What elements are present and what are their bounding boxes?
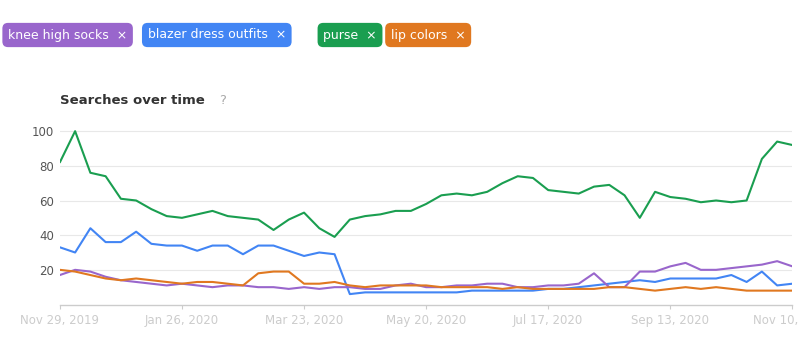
Text: ?: ? (219, 94, 226, 107)
Text: lip colors  ×: lip colors × (391, 28, 465, 42)
Text: Searches over time: Searches over time (60, 94, 204, 107)
Text: blazer dress outfits  ×: blazer dress outfits × (148, 28, 286, 42)
Text: purse  ×: purse × (323, 28, 377, 42)
Text: knee high socks  ×: knee high socks × (8, 28, 127, 42)
